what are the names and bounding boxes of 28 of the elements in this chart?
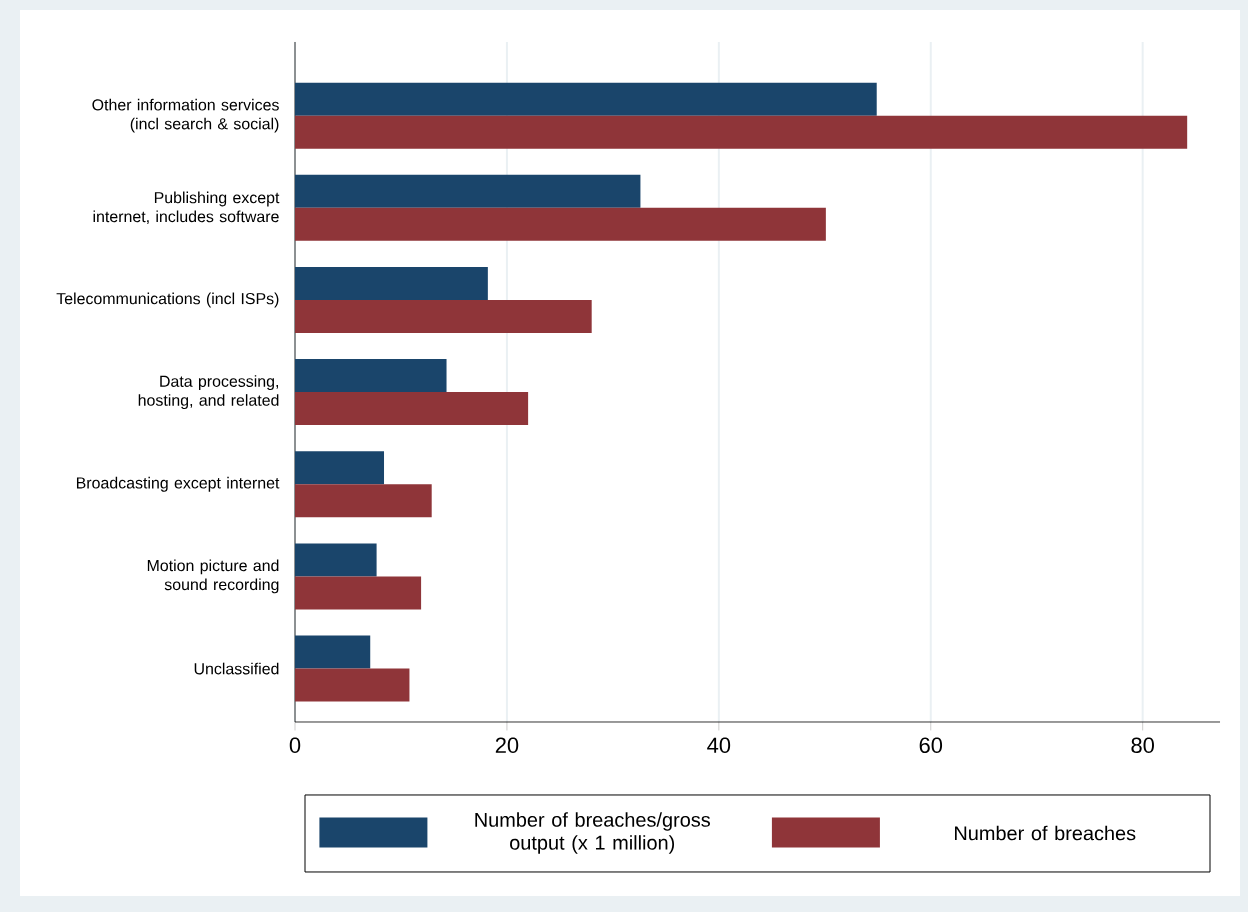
bar bbox=[295, 115, 1188, 149]
y-tick-label: Publishing except internet, includes software bbox=[93, 191, 280, 225]
bar bbox=[295, 576, 422, 610]
y-tick-label: Unclassified bbox=[194, 662, 279, 675]
bar bbox=[295, 359, 447, 393]
bar bbox=[295, 484, 432, 518]
bar bbox=[295, 207, 826, 241]
y-tick-label: Motion picture and sound recording bbox=[147, 559, 279, 594]
x-tick-label: 80 bbox=[1131, 737, 1154, 754]
x-tick-label: 40 bbox=[707, 737, 731, 754]
bar bbox=[295, 451, 385, 485]
y-tick-label: Telecommunications (incl ISPs) bbox=[56, 292, 279, 308]
text: Number of breaches bbox=[955, 825, 1136, 841]
bar bbox=[295, 266, 488, 300]
bar bbox=[295, 635, 371, 669]
bar bbox=[295, 392, 529, 426]
bar bbox=[295, 668, 410, 702]
text: Number of breaches/gross output (x 1 million) bbox=[475, 812, 710, 854]
y-tick-label: Data processing, hosting, and related bbox=[138, 375, 279, 410]
bar bbox=[295, 543, 377, 577]
x-tick-label: 60 bbox=[919, 737, 943, 754]
y-tick-label: Broadcasting except internet bbox=[76, 476, 280, 492]
x-tick-label: 20 bbox=[495, 737, 519, 754]
bar bbox=[295, 299, 592, 333]
bar bbox=[295, 82, 877, 116]
x-tick-label: 0 bbox=[289, 737, 301, 754]
y-tick-label: Other information services (incl search & social) bbox=[92, 98, 279, 133]
bar bbox=[295, 174, 641, 208]
